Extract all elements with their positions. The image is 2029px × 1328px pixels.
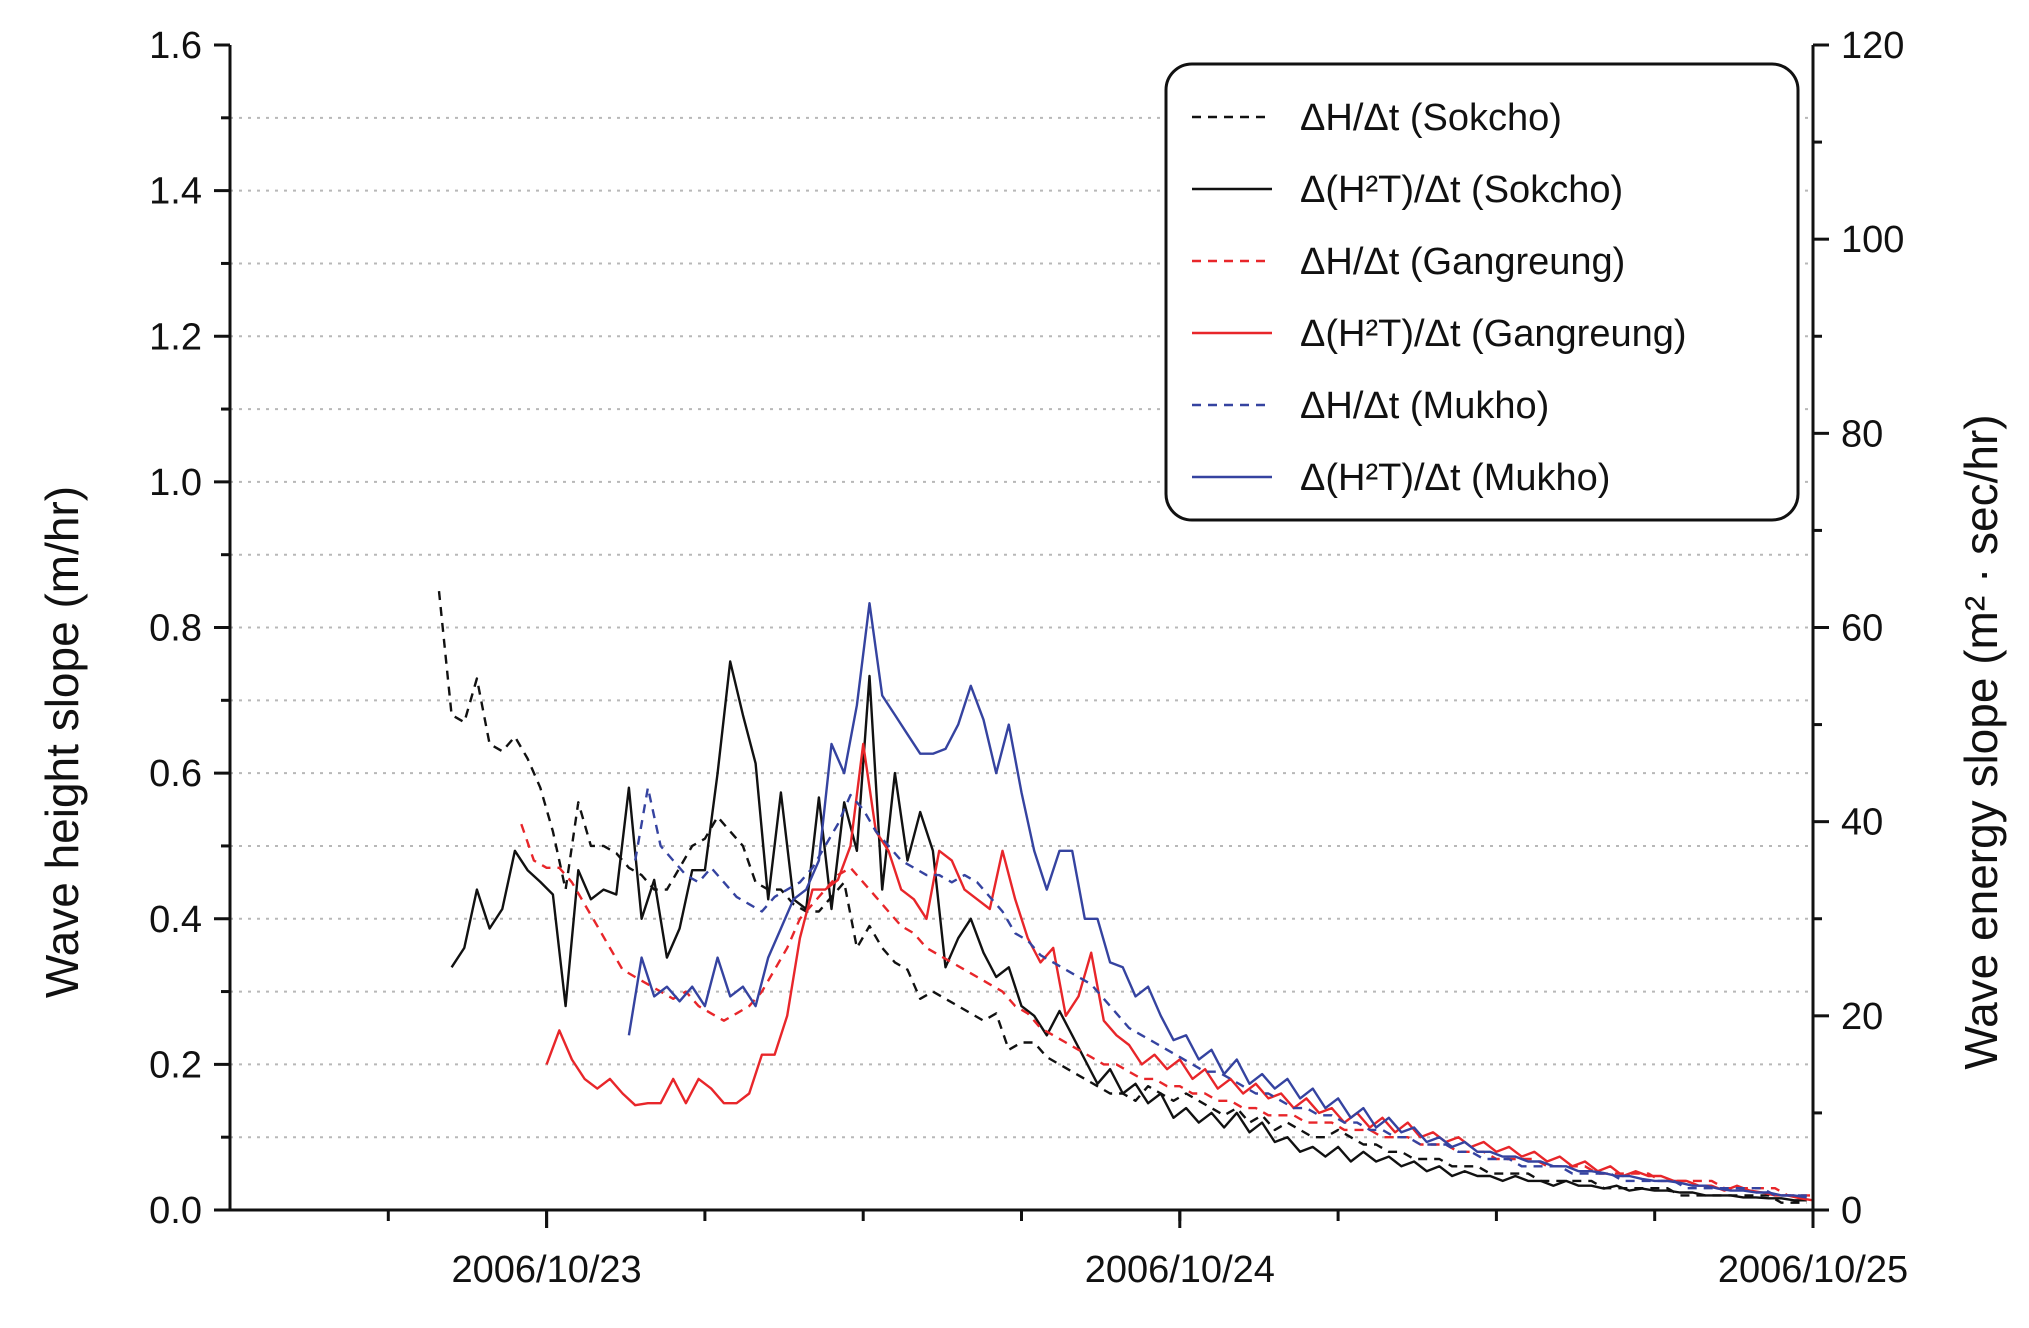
y-tick-label-right: 80 bbox=[1841, 413, 1883, 455]
y-tick-label-right: 60 bbox=[1841, 608, 1883, 650]
legend-label-5: Δ(H²T)/Δt (Mukho) bbox=[1300, 457, 1610, 499]
y-tick-label-left: 0.6 bbox=[149, 753, 202, 795]
legend-label-3: Δ(H²T)/Δt (Gangreung) bbox=[1300, 313, 1687, 355]
x-tick-label: 2006/10/23 bbox=[452, 1249, 642, 1291]
series-line-3 bbox=[545, 742, 1814, 1202]
y-tick-label-right: 20 bbox=[1841, 996, 1883, 1038]
series-line-4 bbox=[634, 786, 1813, 1197]
series-line-1 bbox=[450, 660, 1807, 1202]
tick-labels: 0.0 0.2 0.4 0.6 0.8 1.0 1.2 1.4 1.6 0 20 40 60 80 100 1… bbox=[149, 25, 1908, 1291]
legend: ΔH/Δt (Sokcho) Δ(H²T)/Δt (Sokcho) ΔH/Δt (G… bbox=[1164, 62, 1800, 522]
y-tick-label-left: 0.0 bbox=[149, 1190, 202, 1232]
y-tick-label-right: 0 bbox=[1841, 1190, 1862, 1232]
y-tick-label-left: 0.8 bbox=[149, 608, 202, 650]
y-axis-title-left: Wave height slope (m/hr) bbox=[36, 486, 88, 998]
y-tick-label-left: 0.4 bbox=[149, 899, 202, 941]
y-tick-label-left: 1.0 bbox=[149, 462, 202, 504]
legend-box bbox=[1164, 62, 1800, 522]
legend-label-0: ΔH/Δt (Sokcho) bbox=[1300, 97, 1562, 139]
series-line-0 bbox=[437, 590, 1807, 1204]
y-tick-label-right: 120 bbox=[1841, 25, 1904, 67]
axes bbox=[214, 43, 1829, 1228]
legend-label-4: ΔH/Δt (Mukho) bbox=[1300, 385, 1549, 427]
legend-label-1: Δ(H²T)/Δt (Sokcho) bbox=[1300, 169, 1623, 211]
y-tick-label-right: 40 bbox=[1841, 802, 1883, 844]
y-tick-label-left: 1.2 bbox=[149, 316, 202, 358]
y-tick-label-left: 0.2 bbox=[149, 1044, 202, 1086]
series-line-5 bbox=[627, 602, 1807, 1199]
gridlines bbox=[230, 116, 1813, 1139]
y-tick-label-left: 1.4 bbox=[149, 171, 202, 213]
series-line-2 bbox=[520, 823, 1813, 1197]
x-tick-label: 2006/10/25 bbox=[1718, 1249, 1908, 1291]
legend-label-2: ΔH/Δt (Gangreung) bbox=[1300, 241, 1625, 283]
y-axis-title-right: Wave energy slope (m² · sec/hr) bbox=[1955, 414, 2007, 1069]
series-lines bbox=[437, 590, 1814, 1204]
y-tick-label-left: 1.6 bbox=[149, 25, 202, 67]
x-tick-label: 2006/10/24 bbox=[1085, 1249, 1275, 1291]
y-tick-label-right: 100 bbox=[1841, 219, 1904, 261]
